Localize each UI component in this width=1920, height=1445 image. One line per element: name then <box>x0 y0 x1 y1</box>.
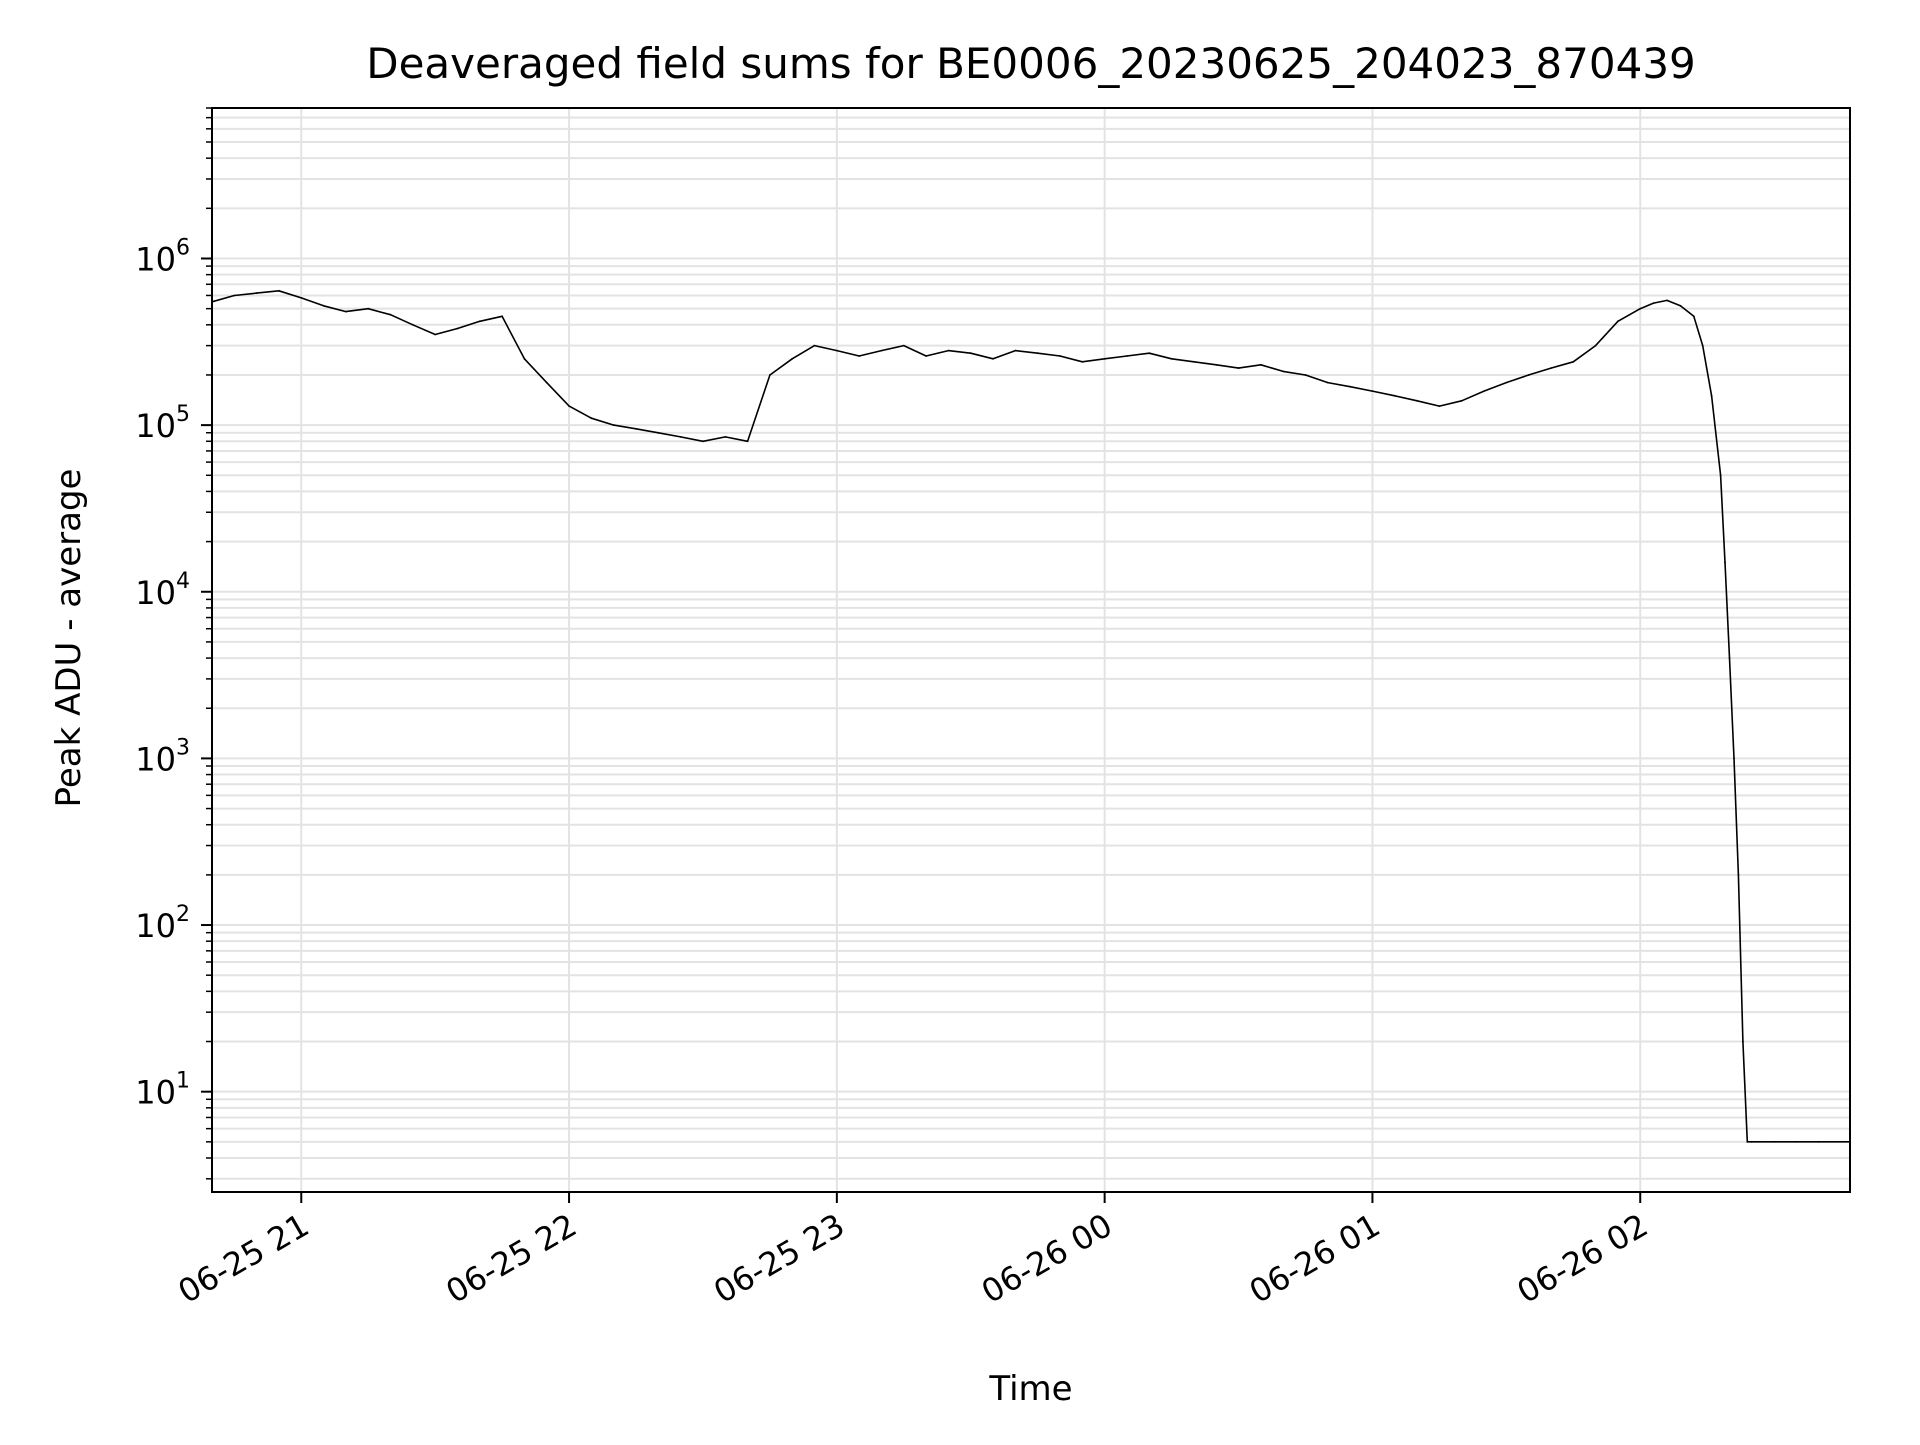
data-point <box>1773 1140 1775 1143</box>
data-point <box>1666 299 1668 302</box>
y-tick-label: 103 <box>135 735 190 778</box>
data-point <box>278 289 280 292</box>
data-point <box>1393 394 1396 397</box>
data-point <box>1594 344 1597 347</box>
data-point <box>1505 381 1508 384</box>
data-point <box>1550 367 1552 369</box>
data-point <box>411 323 414 326</box>
data-point <box>568 405 570 407</box>
data-point <box>1733 757 1735 760</box>
y-tick-label: 101 <box>135 1069 190 1112</box>
data-point <box>836 349 838 352</box>
data-point <box>635 427 637 430</box>
data-point <box>1617 320 1619 323</box>
data-point <box>969 352 972 355</box>
data-point <box>1215 363 1218 366</box>
data-point <box>1724 561 1726 564</box>
data-point <box>1103 357 1106 360</box>
data-point <box>1742 1040 1744 1043</box>
data-point <box>1193 360 1195 363</box>
data-point <box>769 374 771 376</box>
data-point <box>813 344 816 347</box>
data-point <box>1371 390 1374 392</box>
chart-title: Deaveraged field sums for BE0006_2023062… <box>366 39 1696 88</box>
data-point <box>590 417 593 420</box>
data-point <box>255 292 258 294</box>
data-point <box>1260 363 1262 366</box>
data-point <box>1750 1140 1753 1143</box>
data-point <box>1817 1140 1820 1143</box>
data-point <box>1036 352 1039 355</box>
y-tick-label: 105 <box>135 402 190 445</box>
data-point <box>992 357 994 360</box>
data-point <box>1460 399 1463 402</box>
y-tick-label: 104 <box>135 569 190 612</box>
data-point <box>702 440 704 443</box>
grid-lines <box>212 107 1850 1192</box>
data-point <box>925 355 927 357</box>
data-point <box>523 357 526 360</box>
data-point <box>1710 394 1713 397</box>
plot-area <box>211 289 1851 1143</box>
data-point <box>947 349 950 352</box>
data-point <box>791 357 794 360</box>
data-point <box>1483 390 1485 392</box>
plot-frame <box>211 107 1851 1193</box>
data-point <box>1719 474 1722 477</box>
data-point <box>1438 405 1441 407</box>
data-point <box>434 333 437 336</box>
data-point <box>1572 360 1575 363</box>
data-point <box>1639 307 1642 310</box>
data-point <box>1126 355 1128 357</box>
data-point <box>1170 357 1173 360</box>
data-point <box>1527 374 1530 376</box>
data-point <box>1349 385 1351 388</box>
data-point <box>1746 1140 1749 1143</box>
data-point <box>322 304 325 307</box>
data-point <box>1148 352 1151 355</box>
data-point <box>545 381 548 384</box>
data-point <box>1059 355 1061 357</box>
data-point <box>1679 304 1682 307</box>
data-point <box>746 440 749 443</box>
data-point <box>1237 367 1240 369</box>
data-point <box>233 294 236 297</box>
data-point <box>679 436 682 438</box>
data-point <box>367 307 370 310</box>
data-point <box>1014 349 1017 352</box>
data-point <box>456 327 459 330</box>
data-point <box>880 349 883 352</box>
data-point <box>1416 399 1418 402</box>
data-point <box>858 355 861 357</box>
data-point <box>1737 874 1740 876</box>
y-tick-label: 102 <box>135 902 190 945</box>
data-point <box>612 424 615 426</box>
data-point <box>1728 657 1731 659</box>
y-tick-label: 106 <box>135 235 190 278</box>
data-point <box>501 315 503 318</box>
data-point <box>300 297 303 299</box>
data-point <box>345 310 347 313</box>
data-point <box>1304 374 1307 376</box>
data-point <box>724 436 727 438</box>
data-point <box>389 313 392 316</box>
data-point <box>478 320 481 323</box>
data-point <box>1701 344 1704 347</box>
data-point <box>1795 1140 1798 1143</box>
data-point <box>1652 302 1655 304</box>
data-point <box>1692 315 1695 318</box>
data-point <box>1081 360 1084 363</box>
data-point <box>1326 381 1329 384</box>
data-point <box>657 431 660 434</box>
data-point <box>902 344 905 347</box>
y-axis-label: Peak ADU - average <box>49 469 89 808</box>
x-axis-label: Time <box>988 1369 1072 1409</box>
data-point <box>1282 370 1285 373</box>
